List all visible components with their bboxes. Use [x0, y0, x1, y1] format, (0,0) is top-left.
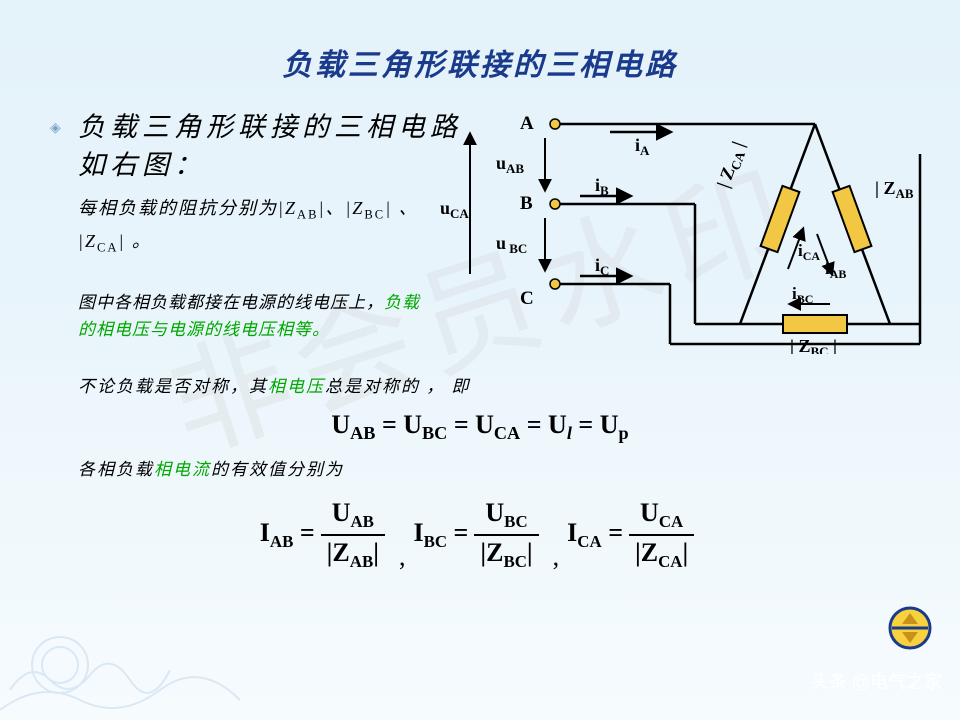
eq1-s5: p	[618, 423, 628, 443]
p2-pre: 图中各相负载都接在电源的线电压上，	[78, 293, 384, 312]
paragraph-line-voltage: 图中各相负载都接在电源的线电压上，负载的相电压与电源的线电压相等。	[50, 289, 430, 343]
p1-end: | 。	[118, 231, 151, 251]
p4-post: 的有效值分别为	[211, 460, 344, 479]
section-heading: ◈ 负载三角形联接的三相电路如右图：	[50, 109, 470, 185]
p1-sub1: AB	[297, 207, 319, 221]
p4-green: 相电流	[154, 460, 211, 479]
p1-pre: 每相负载的阻抗分别为|Z	[78, 198, 297, 218]
p1-mid: |、|Z	[318, 198, 364, 218]
current-formula-equation: IAB = UAB|ZAB|, IBC = UBC|ZBC|, ICA = UC…	[50, 498, 910, 572]
wave-decoration	[0, 590, 260, 720]
svg-text:| ZAB |: | ZAB |	[875, 178, 922, 201]
eq1-u3: U	[475, 410, 494, 439]
p1-sub2: BC	[364, 207, 385, 221]
eq1-eq1: =	[375, 410, 403, 439]
eq1-eq2: =	[447, 410, 475, 439]
p3-post: 总是对称的 ， 即	[325, 377, 471, 396]
heading-text: 负载三角形联接的三相电路如右图：	[78, 112, 462, 180]
paragraph-symmetric: 不论负载是否对称，其相电压总是对称的 ， 即	[50, 373, 910, 400]
nav-button[interactable]	[888, 606, 932, 650]
svg-text:u BC: u BC	[496, 233, 527, 256]
content-area: ◈ 负载三角形联接的三相电路如右图： 每相负载的阻抗分别为|ZAB|、|ZBC|…	[0, 84, 960, 572]
eq1-u1: U	[331, 410, 350, 439]
eq1-u2: U	[403, 410, 422, 439]
svg-text:uCA: uCA	[440, 198, 469, 221]
svg-text:A: A	[520, 113, 534, 134]
svg-text:uAB: uAB	[496, 153, 524, 176]
svg-text:iB: iB	[595, 175, 609, 198]
paragraph-current: 各相负载相电流的有效值分别为	[50, 456, 910, 483]
p4-pre: 各相负载	[78, 460, 154, 479]
paragraph-impedance: 每相负载的阻抗分别为|ZAB|、|ZBC| 、 |ZCA| 。	[50, 193, 430, 259]
p3-pre: 不论负载是否对称，其	[78, 377, 268, 396]
eq1-s3: CA	[494, 423, 520, 443]
svg-text:C: C	[520, 288, 534, 309]
eq1-u5: U	[600, 410, 619, 439]
eq1-u4: U	[548, 410, 567, 439]
svg-text:iA: iA	[635, 135, 650, 158]
eq1-eq3: =	[520, 410, 548, 439]
p3-green: 相电压	[268, 377, 325, 396]
circuit-diagram: A B C uCA uAB u BC iA iB i	[440, 94, 940, 354]
p1-sub3: CA	[97, 240, 119, 254]
eq1-eq4: =	[572, 410, 600, 439]
eq1-s2: BC	[422, 423, 447, 443]
bullet-icon: ◈	[50, 119, 66, 139]
page-title: 负载三角形联接的三相电路	[0, 0, 960, 84]
svg-text:iBC: iBC	[792, 284, 813, 306]
voltage-equality-equation: UAB = UBC = UCA = Ul = Up	[50, 410, 910, 444]
eq1-s1: AB	[350, 423, 375, 443]
svg-text:iCA: iCA	[798, 241, 820, 263]
svg-text:iC: iC	[595, 255, 609, 278]
svg-text:| ZCA |: | ZCA |	[713, 139, 751, 192]
svg-text:| ZBC |: | ZBC |	[790, 336, 837, 354]
source-attribution: 头条 @电气之家	[811, 668, 942, 694]
svg-text:iAB: iAB	[825, 259, 846, 281]
svg-text:B: B	[520, 193, 533, 214]
